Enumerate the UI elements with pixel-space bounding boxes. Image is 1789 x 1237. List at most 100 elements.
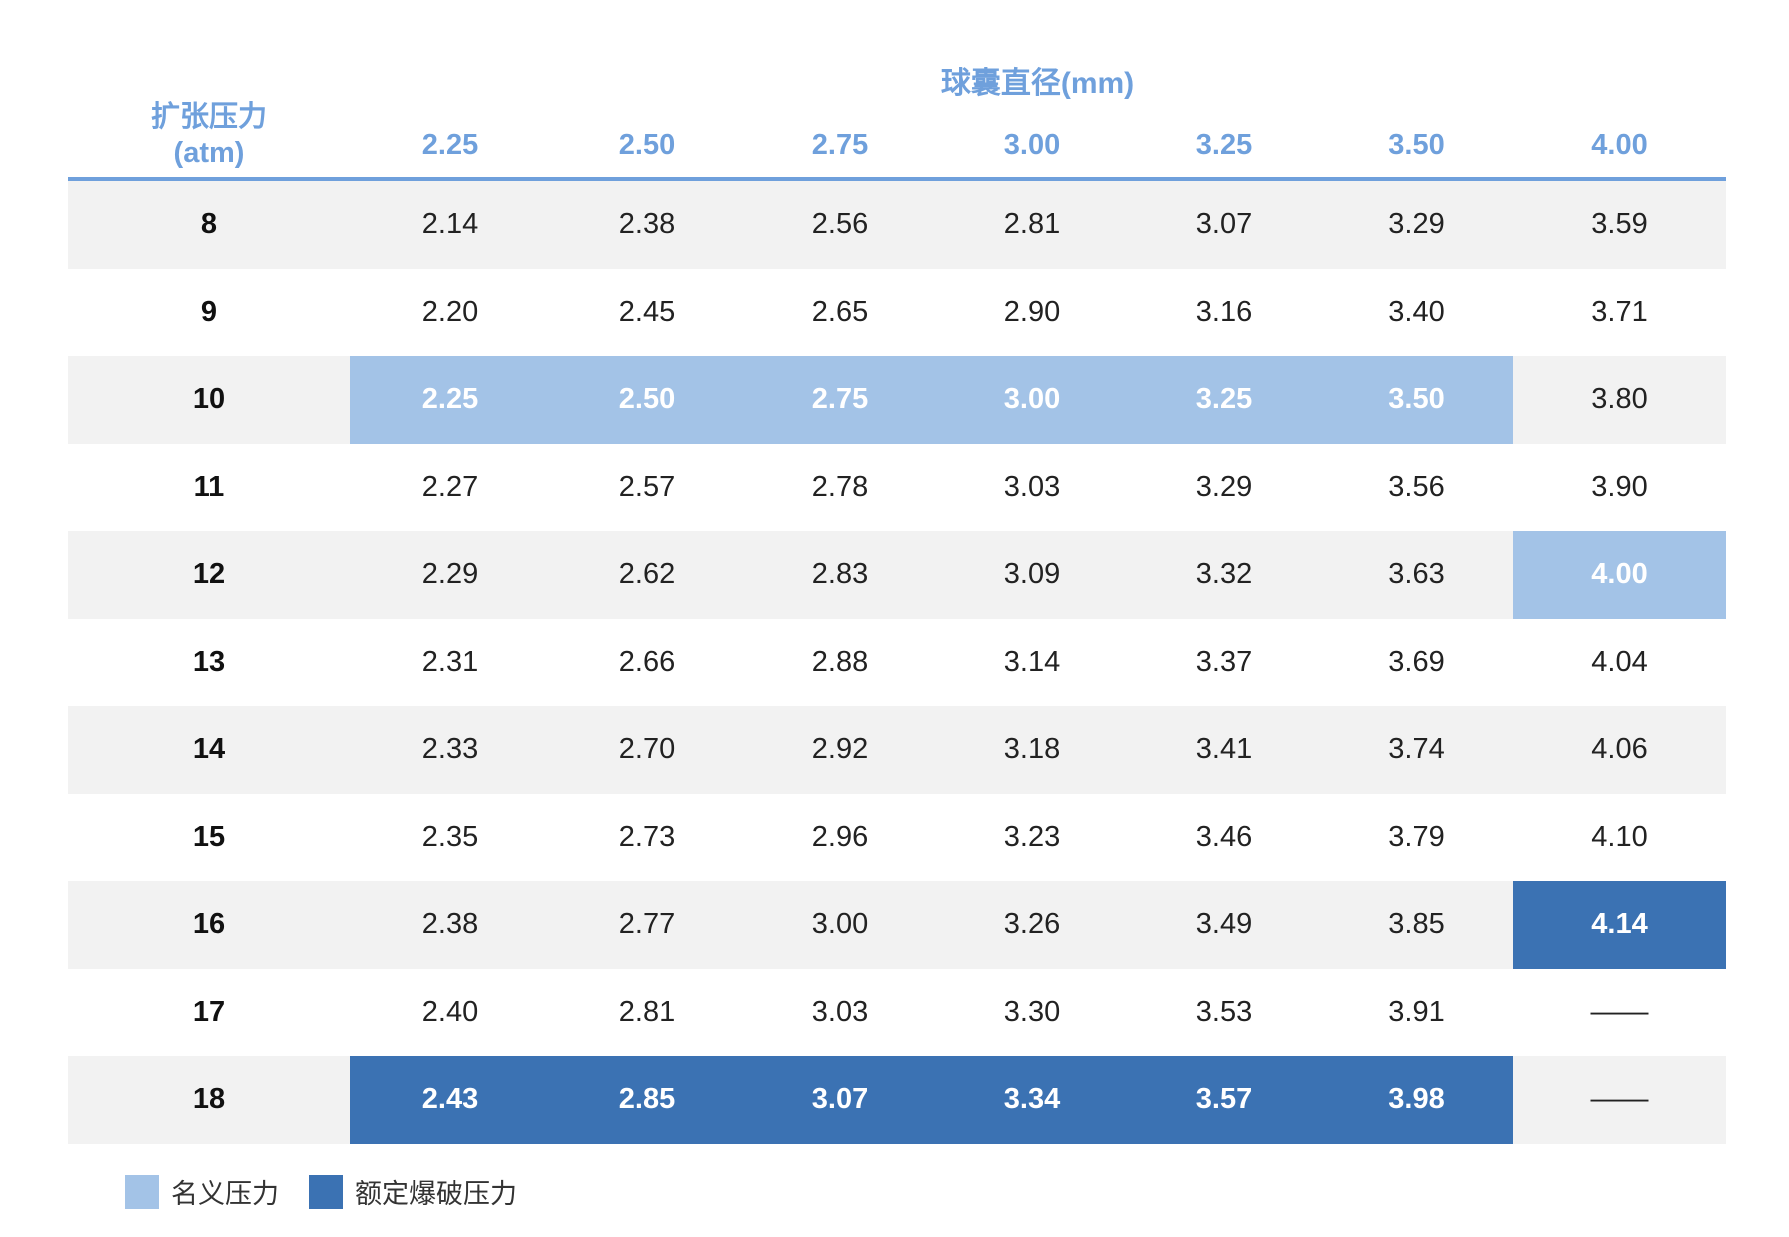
value-cell: 2.92	[811, 733, 869, 766]
value-cell: 4.04	[1591, 645, 1648, 678]
value-cell: 2.73	[618, 820, 676, 853]
pressure-cell: 8	[200, 208, 218, 241]
value-cell: 3.37	[1195, 645, 1253, 678]
diameter-header: 3.00	[1003, 129, 1061, 161]
legend-item-nominal: 名义压力	[125, 1172, 279, 1211]
nominal-value-cell: 3.00	[936, 356, 1128, 444]
value-cell: 3.03	[811, 995, 869, 1028]
table-row: 10 2.25 2.50 2.75 3.00 3.25 3.50 3.80	[68, 356, 1726, 444]
value-cell: 3.69	[1388, 645, 1445, 678]
pressure-cell: 10	[192, 383, 226, 416]
value-cell: 3.41	[1195, 733, 1253, 766]
value-cell: 2.38	[618, 208, 676, 241]
legend-label-nominal: 名义压力	[171, 1179, 279, 1209]
table-row: 16 2.38 2.77 3.00 3.26 3.49 3.85 4.14	[68, 881, 1726, 969]
value-cell: 3.49	[1195, 908, 1253, 941]
value-cell: 3.00	[811, 908, 869, 941]
nominal-value-cell: 3.25	[1128, 356, 1320, 444]
pressure-cell: 17	[192, 995, 226, 1028]
burst-value-cell: 2.85	[550, 1056, 744, 1144]
value-cell: 4.06	[1591, 733, 1648, 766]
value-cell: 2.40	[421, 995, 479, 1028]
value-cell: 2.57	[618, 470, 676, 503]
burst-value-cell: 3.07	[744, 1056, 936, 1144]
nominal-value-cell: 2.75	[744, 356, 936, 444]
value-cell: 2.65	[811, 295, 869, 328]
diameter-header: 2.25	[421, 129, 479, 161]
row-header-line2: (atm)	[173, 137, 245, 169]
value-cell: 2.45	[618, 295, 676, 328]
value-cell: 3.03	[1003, 470, 1061, 503]
value-cell: 3.46	[1195, 820, 1253, 853]
value-cell: 3.29	[1388, 208, 1445, 241]
value-cell: 2.83	[811, 558, 869, 591]
burst-value-cell: 4.14	[1513, 881, 1726, 969]
value-cell: 3.32	[1195, 558, 1253, 591]
value-cell: 3.18	[1003, 733, 1061, 766]
value-cell: 2.81	[618, 995, 676, 1028]
value-cell: 2.77	[618, 908, 676, 941]
table-row: 13 2.31 2.66 2.88 3.14 3.37 3.69 4.04	[68, 619, 1726, 707]
pressure-cell: 13	[192, 645, 226, 678]
value-cell: 2.20	[421, 295, 479, 328]
value-cell: 3.26	[1003, 908, 1061, 941]
value-cell: 3.91	[1388, 995, 1445, 1028]
table-row: 9 2.20 2.45 2.65 2.90 3.16 3.40 3.71	[68, 269, 1726, 357]
legend-label-burst: 额定爆破压力	[355, 1179, 517, 1209]
diameter-header: 2.50	[618, 129, 676, 161]
burst-swatch	[309, 1174, 343, 1209]
table-row: 11 2.27 2.57 2.78 3.03 3.29 3.56 3.90	[68, 444, 1726, 532]
table-row: 18 2.43 2.85 3.07 3.34 3.57 3.98 ——	[68, 1056, 1726, 1144]
value-cell: 2.35	[421, 820, 479, 853]
nominal-value-cell: 3.50	[1320, 356, 1513, 444]
value-cell: 3.74	[1388, 733, 1445, 766]
value-cell: 3.23	[1003, 820, 1061, 853]
value-cell: 2.56	[811, 208, 869, 241]
burst-value-cell: 3.98	[1320, 1056, 1513, 1144]
pressure-cell: 14	[192, 733, 226, 766]
header-divider	[68, 177, 1726, 181]
compliance-table: 扩张压力 (atm) 2.25 2.50 2.75 3.00 3.25 3.50 4.00 …	[68, 95, 1726, 1144]
value-cell: 2.31	[421, 645, 479, 678]
value-cell: 3.16	[1195, 295, 1253, 328]
value-cell: 2.33	[421, 733, 479, 766]
nominal-swatch	[125, 1174, 159, 1209]
value-cell: 2.70	[618, 733, 676, 766]
value-cell: 2.81	[1003, 208, 1061, 241]
pressure-cell: 11	[193, 470, 225, 503]
value-cell: 3.90	[1591, 470, 1648, 503]
value-cell: 3.85	[1388, 908, 1445, 941]
nominal-value-cell: 2.50	[550, 356, 744, 444]
value-cell: 2.38	[421, 908, 479, 941]
pressure-cell: 16	[192, 908, 226, 941]
diameter-header: 3.25	[1195, 129, 1253, 161]
value-cell: 3.59	[1591, 208, 1648, 241]
legend-item-burst: 额定爆破压力	[309, 1172, 517, 1211]
value-cell: 3.56	[1388, 470, 1445, 503]
pressure-cell: 9	[200, 295, 218, 328]
value-cell: 2.90	[1003, 295, 1061, 328]
value-cell: 3.14	[1003, 645, 1061, 678]
table-row: 12 2.29 2.62 2.83 3.09 3.32 3.63 4.00	[68, 531, 1726, 619]
burst-value-cell: 3.57	[1128, 1056, 1320, 1144]
value-cell: ——	[1590, 1083, 1649, 1116]
burst-value-cell: 2.43	[350, 1056, 550, 1144]
pressure-cell: 18	[192, 1083, 226, 1116]
value-cell: 3.71	[1591, 295, 1648, 328]
value-cell: 3.29	[1195, 470, 1253, 503]
legend: 名义压力 额定爆破压力	[125, 1172, 547, 1211]
value-cell: 3.53	[1195, 995, 1253, 1028]
table-body: 8 2.14 2.38 2.56 2.81 3.07 3.29 3.59 9 2.20 2.45 2.…	[68, 181, 1726, 1144]
header-row: 扩张压力 (atm) 2.25 2.50 2.75 3.00 3.25 3.50 4.00	[68, 95, 1726, 177]
value-cell: 4.10	[1591, 820, 1648, 853]
value-cell: 2.27	[421, 470, 479, 503]
value-cell: 2.88	[811, 645, 869, 678]
value-cell: 2.66	[618, 645, 676, 678]
nominal-value-cell: 4.00	[1513, 531, 1726, 619]
pressure-cell: 15	[192, 820, 226, 853]
value-cell: 2.96	[811, 820, 869, 853]
row-header-line1: 扩张压力	[150, 101, 267, 133]
table-row: 17 2.40 2.81 3.03 3.30 3.53 3.91 ——	[68, 969, 1726, 1057]
diameter-header: 4.00	[1591, 129, 1648, 161]
row-header: 扩张压力 (atm)	[68, 99, 350, 171]
